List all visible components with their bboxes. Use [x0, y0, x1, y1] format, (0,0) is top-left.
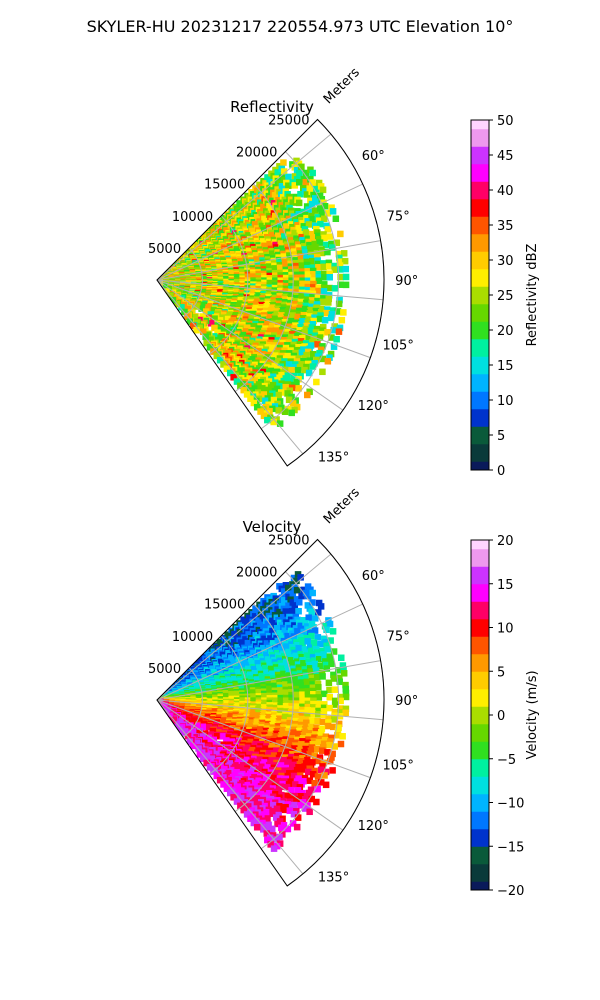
colorbar-tick-label: 25: [497, 289, 514, 304]
azimuth-tick-label: 90°: [395, 274, 418, 289]
colorbar-tick-label: −10: [497, 797, 524, 812]
azimuth-tick-label: 75°: [387, 629, 410, 644]
azimuth-tick-label: 90°: [395, 694, 418, 709]
azimuth-tick-label: 75°: [387, 209, 410, 224]
azimuth-spoke: [156, 699, 344, 831]
azimuth-tick-label: 105°: [383, 339, 414, 354]
figure-title: SKYLER-HU 20231217 220554.973 UTC Elevat…: [87, 17, 514, 36]
azimuth-tick-label: 105°: [383, 759, 414, 774]
azimuth-tick-label: 135°: [318, 871, 349, 886]
colorbar-tick-label: 50: [497, 114, 514, 129]
colorbar-tick-label: 5: [497, 665, 505, 680]
colorbar-tick-label: 0: [497, 709, 505, 724]
colorbar: −20 −15 −10 −5 0 5 10 15 20 Velocity (m/s): [470, 534, 540, 899]
colorbar-tick-label: 0: [497, 464, 505, 479]
azimuth-spoke: [156, 699, 371, 779]
azimuth-spoke: [156, 603, 363, 701]
range-tick-label: 25000: [268, 533, 309, 548]
colorbar-tick-label: 10: [497, 622, 514, 637]
colorbar-tick-label: 15: [497, 359, 514, 374]
azimuth-tick-label: 60°: [362, 149, 385, 164]
azimuth-tick-label: 120°: [358, 399, 389, 414]
range-tick-label: 20000: [236, 146, 277, 161]
range-axis-label: Meters: [321, 485, 363, 527]
colorbar-tick-label: 15: [497, 578, 514, 593]
colorbar-tick-label: −5: [497, 753, 516, 768]
azimuth-spoke: [156, 279, 304, 455]
range-tick-label: 15000: [204, 598, 245, 613]
azimuth-spoke: [156, 133, 332, 281]
radar-echo: [157, 157, 350, 427]
colorbar-tick-label: 20: [497, 534, 514, 549]
azimuth-spoke: [156, 279, 384, 301]
colorbar: 0 5 10 15 20 25 30 35 40 45 50 Reflectivity dBZ: [470, 114, 540, 479]
azimuth-spoke: [156, 553, 332, 701]
panel-title: Velocity: [243, 518, 302, 536]
colorbar-label: Velocity (m/s): [525, 670, 540, 759]
colorbar-label: Reflectivity dBZ: [525, 244, 540, 347]
azimuth-spoke: [156, 699, 384, 721]
range-tick-label: 15000: [204, 178, 245, 193]
colorbar-tick-label: 10: [497, 394, 514, 409]
azimuth-spoke: [156, 240, 381, 281]
range-tick-label: 25000: [268, 113, 309, 128]
range-tick-label: 5000: [148, 242, 181, 257]
colorbar-tick-label: 30: [497, 254, 514, 269]
colorbar-tick-label: 20: [497, 324, 514, 339]
azimuth-spoke: [156, 183, 363, 281]
range-tick-label: 10000: [172, 630, 213, 645]
azimuth-tick-label: 120°: [358, 819, 389, 834]
colorbar-tick-label: 40: [497, 184, 514, 199]
range-axis-label: Meters: [321, 65, 363, 107]
range-tick-label: 5000: [148, 662, 181, 677]
colorbar-tick-label: 5: [497, 429, 505, 444]
azimuth-spoke: [156, 660, 381, 701]
azimuth-spoke: [156, 279, 371, 359]
colorbar-tick-label: −20: [497, 884, 524, 899]
azimuth-spoke: [156, 279, 344, 411]
panel-velocity: Velocity 5000 10000 15000 20000 25000 60° 75° 90…: [148, 485, 540, 899]
radar-panels: Reflectivity50001000015000200002500060°7…: [148, 65, 540, 899]
sector-frame: [156, 118, 385, 467]
range-tick-label: 10000: [172, 210, 213, 225]
azimuth-tick-label: 60°: [362, 569, 385, 584]
colorbar-tick-label: 45: [497, 149, 514, 164]
colorbar-tick-label: −15: [497, 840, 524, 855]
panel-title: Reflectivity: [230, 98, 314, 116]
azimuth-spoke: [156, 699, 304, 875]
sector-frame: [156, 538, 385, 887]
panel-reflectivity: Reflectivity 5000 10000 15000 20000 25000 60° 7…: [148, 65, 540, 479]
radar-echo: [157, 571, 350, 852]
azimuth-tick-label: 135°: [318, 451, 349, 466]
range-tick-label: 20000: [236, 566, 277, 581]
colorbar-tick-label: 35: [497, 219, 514, 234]
